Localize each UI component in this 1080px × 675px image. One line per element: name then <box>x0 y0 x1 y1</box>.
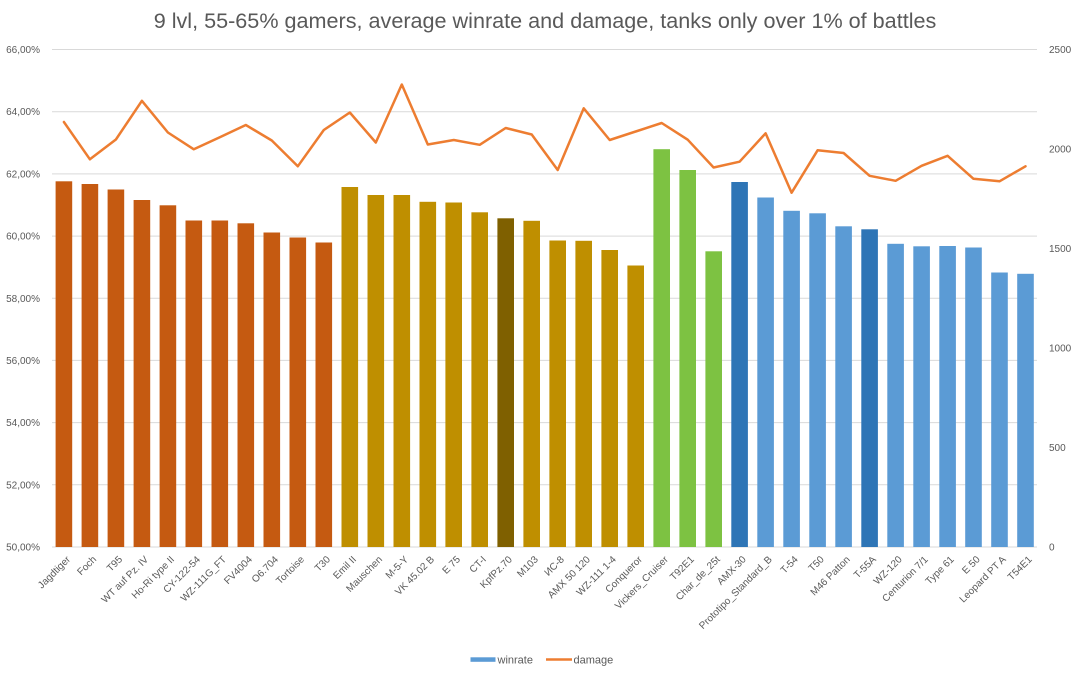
svg-text:500: 500 <box>1049 443 1066 454</box>
svg-text:damage: damage <box>574 655 614 667</box>
svg-text:60,00%: 60,00% <box>6 232 40 243</box>
svg-text:58,00%: 58,00% <box>6 294 40 305</box>
svg-text:0: 0 <box>1049 543 1055 554</box>
svg-text:9 lvl, 55-65% gamers, average: 9 lvl, 55-65% gamers, average winrate an… <box>154 8 937 33</box>
svg-text:52,00%: 52,00% <box>6 480 40 491</box>
svg-text:62,00%: 62,00% <box>6 169 40 180</box>
svg-text:2500: 2500 <box>1049 45 1072 56</box>
svg-text:54,00%: 54,00% <box>6 418 40 429</box>
svg-text:64,00%: 64,00% <box>6 107 40 118</box>
svg-text:66,00%: 66,00% <box>6 45 40 56</box>
svg-text:56,00%: 56,00% <box>6 356 40 367</box>
svg-text:50,00%: 50,00% <box>6 543 40 554</box>
svg-text:2000: 2000 <box>1049 145 1072 156</box>
svg-text:1500: 1500 <box>1049 244 1072 255</box>
svg-text:winrate: winrate <box>497 655 533 667</box>
svg-text:1000: 1000 <box>1049 344 1072 355</box>
